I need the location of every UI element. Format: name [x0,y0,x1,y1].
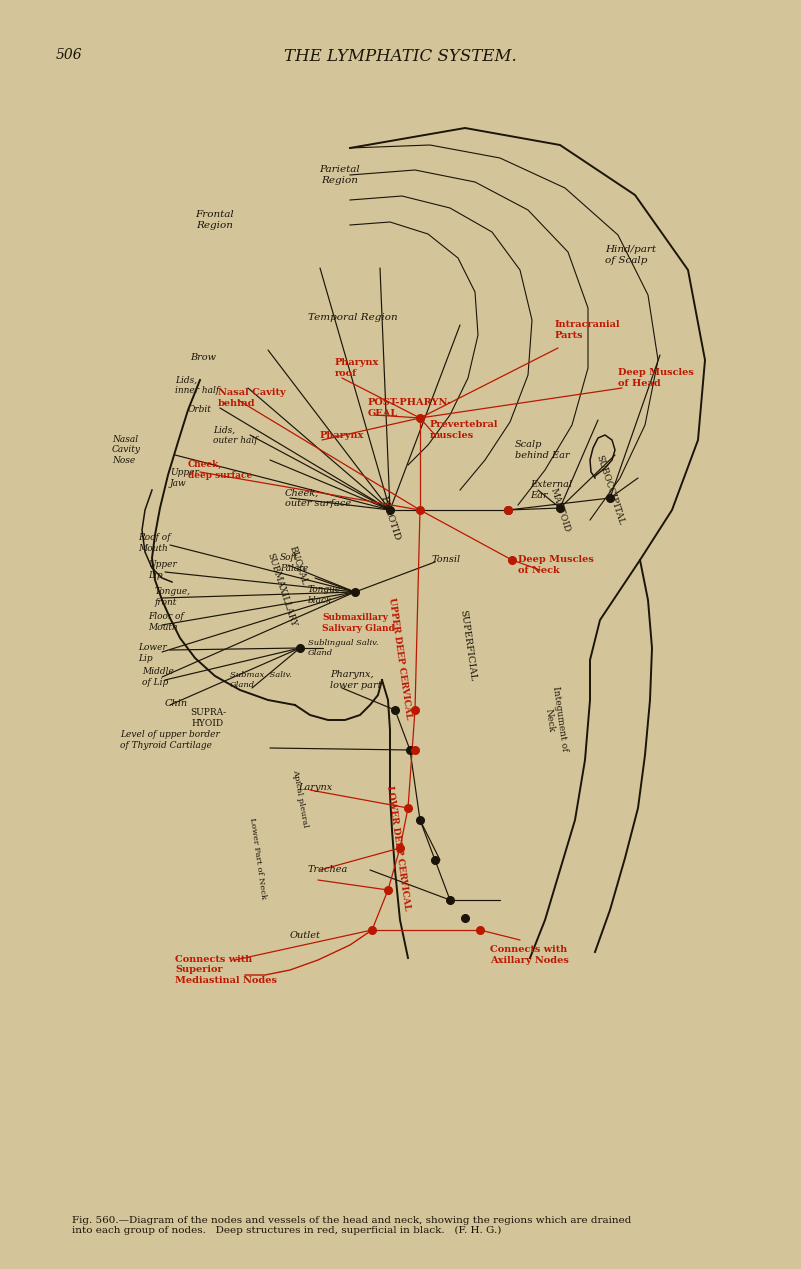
Text: Deep Muscles
of Head: Deep Muscles of Head [618,368,694,388]
Text: Tonsil: Tonsil [432,556,461,565]
Text: THE LYMPHATIC SYSTEM.: THE LYMPHATIC SYSTEM. [284,48,517,65]
Text: Larynx: Larynx [298,783,332,793]
Text: SUBMAXILLARY: SUBMAXILLARY [266,552,298,628]
Text: Pharynx
roof: Pharynx roof [335,358,380,378]
Text: Submaxillary
Salivary Gland: Submaxillary Salivary Gland [322,613,395,633]
Text: Apical pleural: Apical pleural [291,768,309,827]
Text: Cheek,
outer surface: Cheek, outer surface [285,489,351,508]
Text: Lower Part of Neck: Lower Part of Neck [248,817,268,900]
Text: Lids,
inner half: Lids, inner half [175,376,219,395]
Text: Nasal
Cavity
Nose: Nasal Cavity Nose [112,435,141,464]
Text: Connects with
Superior
Mediastinal Nodes: Connects with Superior Mediastinal Nodes [175,956,277,985]
Text: Soft
Palate: Soft Palate [280,553,308,572]
Text: 506: 506 [56,48,83,62]
Text: BUCCAL: BUCCAL [288,544,308,586]
Text: Pharynx,
lower part: Pharynx, lower part [330,670,381,689]
Text: Upper
Lip: Upper Lip [148,561,177,580]
Text: Pharynx: Pharynx [320,430,364,439]
Text: Nasal Cavity
behind: Nasal Cavity behind [218,388,286,407]
Text: Hind/part
of Scalp: Hind/part of Scalp [605,245,656,265]
Text: Roof of
Mouth: Roof of Mouth [138,533,171,553]
Text: LOWER DEEP CERVICAL: LOWER DEEP CERVICAL [384,786,411,911]
Text: Outlet: Outlet [290,930,321,939]
Text: POST-PHARYN-
GEAL: POST-PHARYN- GEAL [368,398,453,418]
Text: Floor of
Mouth: Floor of Mouth [148,613,183,632]
Text: Tongue,
front: Tongue, front [155,588,191,607]
Text: Temporal Region: Temporal Region [308,313,398,322]
Text: SUPERFICIAL: SUPERFICIAL [458,609,477,681]
Text: Cheek,
deep surface: Cheek, deep surface [188,461,252,480]
Text: Brow: Brow [190,354,216,363]
Text: Fig. 560.—Diagram of the nodes and vessels of the head and neck, showing the reg: Fig. 560.—Diagram of the nodes and vesse… [72,1216,631,1235]
Text: PAROTID: PAROTID [379,495,401,542]
Text: Chin: Chin [165,698,188,708]
Text: Prevertebral
muscles: Prevertebral muscles [430,420,498,439]
Text: Orbit: Orbit [188,406,212,415]
Text: Sublingual Saliv.
Gland: Sublingual Saliv. Gland [308,640,379,656]
Text: Frontal
Region: Frontal Region [195,211,235,230]
Text: SUBOCCIPITAL: SUBOCCIPITAL [594,454,626,527]
Text: Deep Muscles
of Neck: Deep Muscles of Neck [518,556,594,575]
Text: SUPRA-
HYOID: SUPRA- HYOID [190,708,226,727]
Text: Integument of
Neck: Integument of Neck [541,687,570,754]
Text: Lids,
outer half: Lids, outer half [213,425,258,444]
Text: Middle
of Lip: Middle of Lip [142,667,174,687]
Text: Trachea: Trachea [308,865,348,874]
Text: Level of upper border
of Thyroid Cartilage: Level of upper border of Thyroid Cartila… [120,730,219,750]
Text: Intracranial
Parts: Intracranial Parts [555,320,621,340]
Text: Submax. Saliv.
Gland: Submax. Saliv. Gland [230,671,292,689]
Text: Connects with
Axillary Nodes: Connects with Axillary Nodes [490,945,569,964]
Text: Lower
Lip: Lower Lip [138,643,167,662]
Text: External
Ear: External Ear [530,480,572,500]
Text: UPPER DEEP CERVICAL: UPPER DEEP CERVICAL [387,596,413,720]
Text: Tongue
black: Tongue black [308,585,341,605]
Text: Parietal
Region: Parietal Region [320,165,360,185]
Text: MASTOID: MASTOID [549,487,571,533]
Text: Upper
Jaw: Upper Jaw [170,468,199,487]
Text: Scalp
behind Ear: Scalp behind Ear [515,440,570,459]
